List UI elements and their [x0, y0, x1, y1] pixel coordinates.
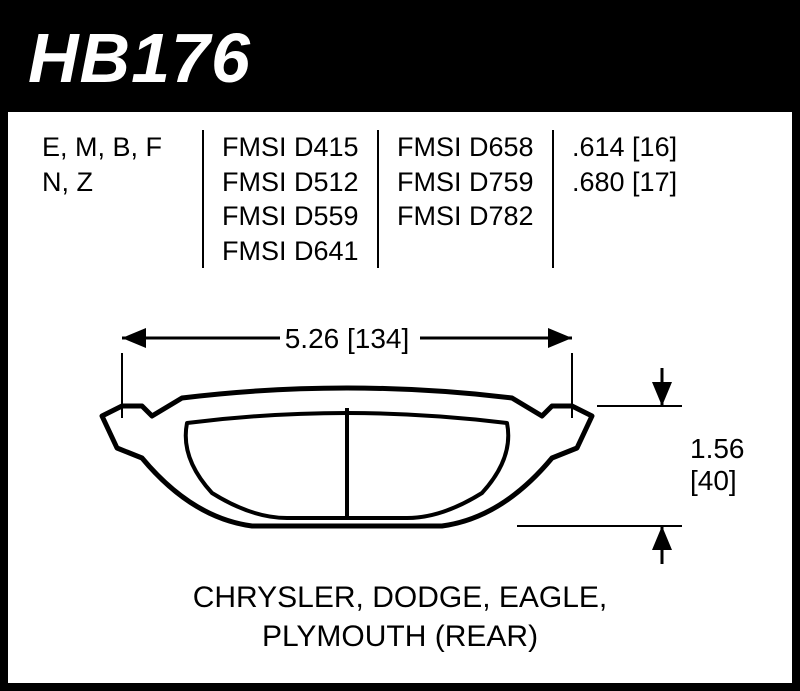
fitment-line: PLYMOUTH (REAR) [42, 617, 758, 656]
vehicle-fitment: CHRYSLER, DODGE, EAGLE, PLYMOUTH (REAR) [42, 578, 758, 656]
height-dim-bottom: [40] [690, 465, 737, 496]
content-area: E, M, B, F N, Z FMSI D415 FMSI D512 FMSI… [8, 112, 792, 666]
fitment-line: CHRYSLER, DODGE, EAGLE, [42, 578, 758, 617]
spec-value: FMSI D512 [222, 165, 359, 200]
spec-value: FMSI D559 [222, 199, 359, 234]
brake-pad-diagram: 5.26 [134] [42, 288, 758, 568]
part-card-frame: HB176 E, M, B, F N, Z FMSI D415 FMSI D51… [0, 0, 800, 691]
spec-value: FMSI D782 [397, 199, 534, 234]
spec-col-compounds: E, M, B, F N, Z [42, 130, 202, 268]
spec-value: .614 [16] [572, 130, 689, 165]
spec-value: .680 [17] [572, 165, 689, 200]
width-dim-label: 5.26 [134] [285, 323, 410, 354]
spec-value: FMSI D759 [397, 165, 534, 200]
diagram-svg: 5.26 [134] [42, 288, 762, 568]
spec-value: E, M, B, F [42, 130, 184, 165]
spec-col-fmsi-b: FMSI D658 FMSI D759 FMSI D782 [377, 130, 552, 268]
header-bar: HB176 [8, 8, 792, 112]
spec-columns: E, M, B, F N, Z FMSI D415 FMSI D512 FMSI… [42, 130, 758, 268]
spec-value: FMSI D641 [222, 234, 359, 269]
spec-value: N, Z [42, 165, 184, 200]
spec-value: FMSI D658 [397, 130, 534, 165]
spec-col-fmsi-a: FMSI D415 FMSI D512 FMSI D559 FMSI D641 [202, 130, 377, 268]
spec-value: FMSI D415 [222, 130, 359, 165]
pad-outline [102, 388, 592, 526]
height-dimension: 1.56 [40] [517, 368, 745, 564]
width-dimension: 5.26 [134] [122, 318, 572, 418]
part-number-title: HB176 [28, 18, 772, 98]
spec-col-thickness: .614 [16] .680 [17] [552, 130, 707, 268]
height-dim-top: 1.56 [690, 433, 745, 464]
